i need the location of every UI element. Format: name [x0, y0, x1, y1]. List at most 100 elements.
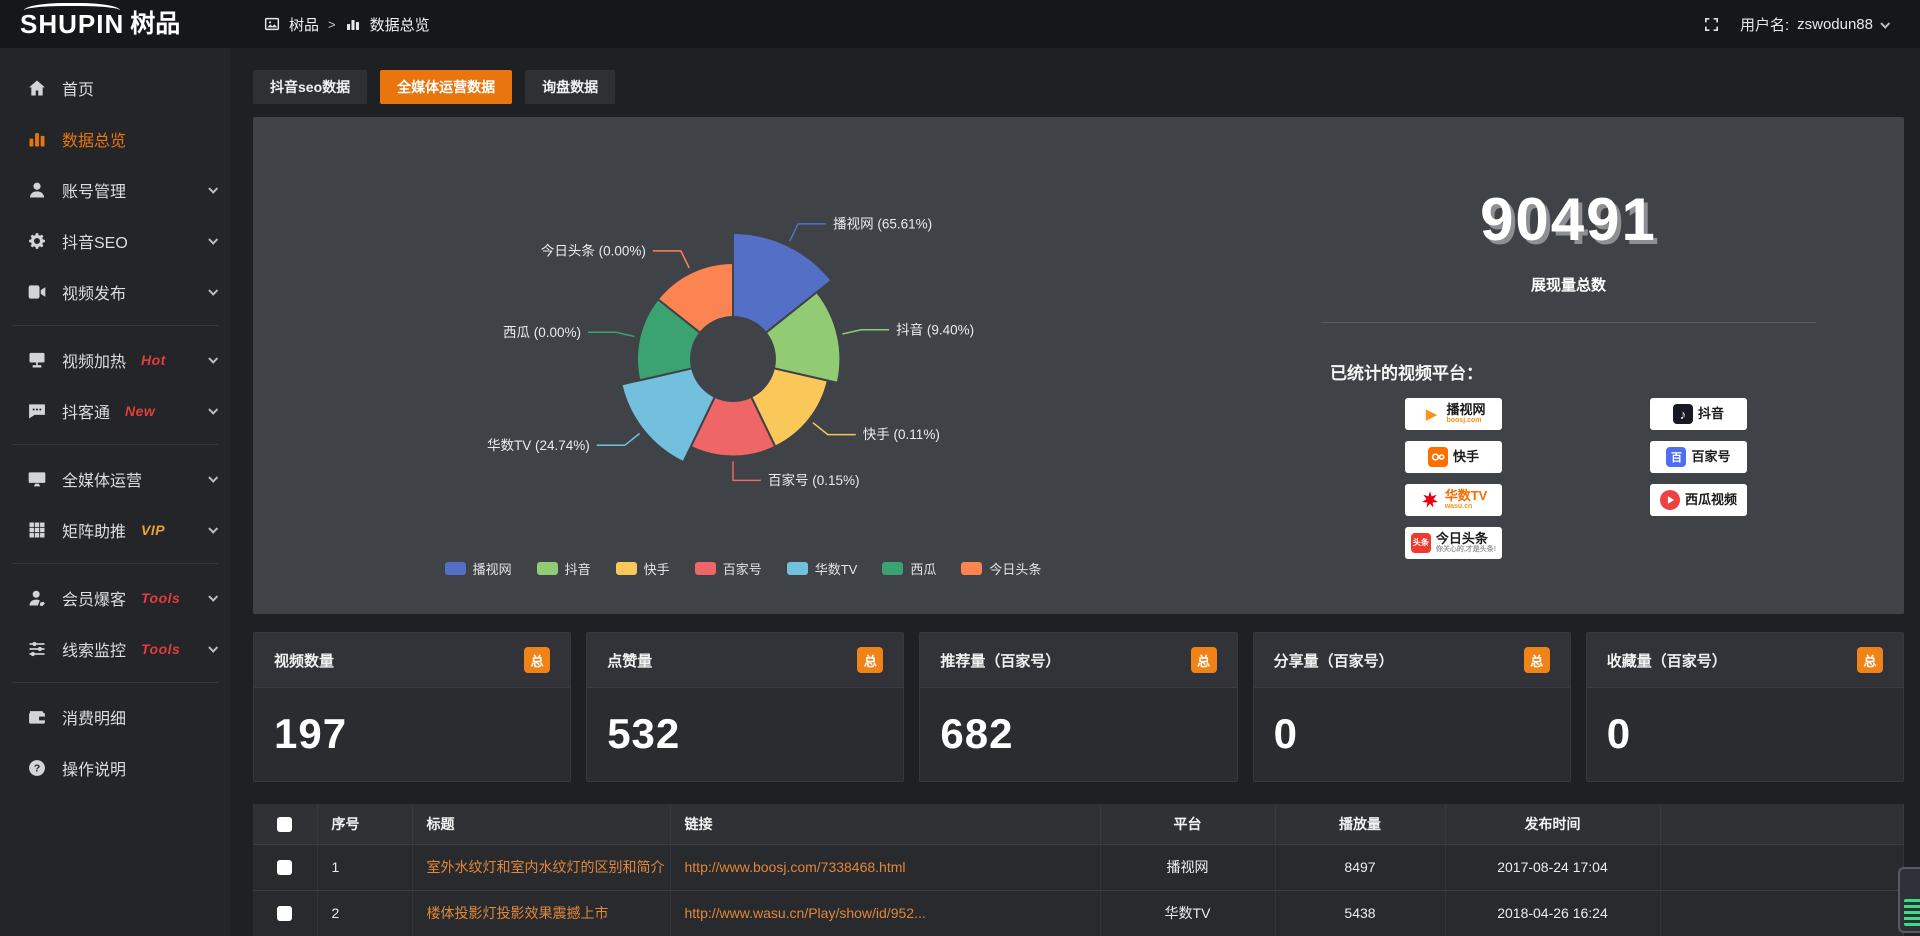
- breadcrumb-current[interactable]: 数据总览: [369, 16, 430, 34]
- cell-link[interactable]: http://www.boosj.com/7338468.html: [670, 844, 1101, 891]
- chat-icon: [27, 401, 47, 421]
- platform-badge-douyin: ♪ 抖音: [1650, 398, 1747, 430]
- sidebar-item-douyin-seo[interactable]: 抖音SEO: [0, 215, 230, 266]
- breadcrumb: 树品 > 数据总览: [264, 14, 430, 35]
- cell-title[interactable]: 室外水纹灯和室内水纹灯的区别和简介: [412, 844, 671, 891]
- pie-label-line: [812, 422, 856, 436]
- stat-card-header: 视频数量 总: [254, 633, 571, 688]
- platform-name: 西瓜视频: [1684, 492, 1737, 508]
- floating-widget[interactable]: [1898, 867, 1920, 933]
- sidebar-item-matrix[interactable]: 矩阵助推 VIP: [0, 504, 230, 555]
- boosj-logo-icon: ▶: [1421, 404, 1442, 424]
- pie-slice-0[interactable]: [732, 231, 833, 335]
- pie-slice-4[interactable]: [620, 367, 717, 464]
- sidebar-item-home[interactable]: 首页: [0, 62, 230, 113]
- pie-chart-area: 播视网 (65.61%) 抖音 (9.40%) 快手 (0.11%) 百家号 (0.1…: [253, 117, 1233, 614]
- legend-color-chip: [882, 562, 904, 575]
- tab-media-ops-data[interactable]: 全媒体运营数据: [380, 70, 513, 104]
- platform-subtext: 你关心的,才是头条!: [1435, 545, 1497, 553]
- sidebar-item-video-heat[interactable]: 视频加热 Hot: [0, 334, 230, 385]
- sidebar-item-douketong[interactable]: 抖客通 New: [0, 385, 230, 436]
- sidebar-item-data[interactable]: 数据总览: [0, 113, 230, 164]
- kuaishou-logo-icon: [1427, 447, 1448, 467]
- chevron-down-icon: [208, 404, 219, 415]
- stat-card-header: 推荐量（百家号） 总: [920, 633, 1237, 688]
- fullscreen-icon[interactable]: [1703, 16, 1720, 33]
- total-impressions-value: 90491: [1480, 186, 1657, 253]
- pie-slice-6[interactable]: [656, 261, 734, 335]
- stat-card-title: 推荐量（百家号）: [940, 652, 1061, 670]
- image-icon: [264, 16, 280, 32]
- chart-legend: 播视网 抖音 快手 百家号 华数TV 西瓜 今日头条: [253, 559, 1233, 578]
- gear-icon: [27, 231, 47, 251]
- legend-item-0[interactable]: 播视网: [444, 559, 512, 578]
- table-header-row: 序号 标题 链接 平台 播放量 发布时间: [253, 804, 1904, 845]
- stat-card-value: 0: [1273, 710, 1298, 757]
- grid-icon: [27, 520, 47, 540]
- summary-divider: [1321, 322, 1816, 323]
- row-checkbox-cell: [253, 844, 318, 891]
- legend-item-4[interactable]: 华数TV: [786, 559, 857, 578]
- sidebar: 首页 数据总览 账号管理 抖音SEO 视频发布视频加热 Hot 抖客通 New 全媒体运营 矩阵助…: [0, 48, 230, 936]
- row-checkbox[interactable]: [277, 906, 293, 922]
- total-badge[interactable]: 总: [524, 647, 551, 673]
- sidebar-item-clue[interactable]: 线索监控 Tools: [0, 623, 230, 674]
- breadcrumb-root[interactable]: 树品: [289, 16, 320, 34]
- summary-area: 90491 展现量总数 已统计的视频平台： ▶ 播视网 boosj.com 快手 华数T…: [1233, 117, 1904, 614]
- logo-text-en: SHUPIN: [20, 3, 125, 39]
- rose-pie-chart[interactable]: 播视网 (65.61%) 抖音 (9.40%) 快手 (0.11%) 百家号 (0.1…: [253, 131, 1233, 551]
- total-badge[interactable]: 总: [1190, 647, 1217, 673]
- legend-item-3[interactable]: 百家号: [694, 559, 762, 578]
- cell-plays: 5438: [1275, 890, 1446, 936]
- sidebar-item-tag: Tools: [141, 589, 181, 606]
- platform-badge-wasu: 华数TV wasu.cn: [1405, 484, 1502, 516]
- total-badge[interactable]: 总: [857, 647, 884, 673]
- platform-name: 抖音: [1697, 406, 1724, 422]
- user-menu[interactable]: 用户名: zswodun88: [1740, 14, 1891, 35]
- legend-label: 播视网: [472, 562, 512, 577]
- cell-link[interactable]: http://www.wasu.cn/Play/show/id/952...: [670, 890, 1101, 936]
- legend-item-5[interactable]: 西瓜: [882, 559, 936, 578]
- sidebar-item-label: 会员爆客: [62, 591, 127, 609]
- pie-label-line: [596, 432, 641, 447]
- legend-label: 西瓜: [910, 562, 937, 577]
- platform-name: 百家号: [1691, 449, 1731, 465]
- wallet-icon: [27, 707, 47, 727]
- sidebar-item-help[interactable]: ? 操作说明: [0, 742, 230, 793]
- pie-slice-label: 播视网 (65.61%): [833, 216, 932, 231]
- cell-spacer: [1660, 844, 1904, 891]
- column-header-1: 标题: [412, 804, 671, 845]
- select-all-checkbox[interactable]: [277, 817, 293, 833]
- legend-color-chip: [786, 562, 808, 575]
- platform-column-1: ♪ 抖音百百家号 西瓜视频: [1650, 398, 1747, 559]
- sidebar-item-expense[interactable]: 消费明细: [0, 691, 230, 742]
- xigua-logo-icon: [1659, 490, 1680, 510]
- sidebar-item-media-ops[interactable]: 全媒体运营: [0, 453, 230, 504]
- sidebar-item-video-pub[interactable]: 视频发布: [0, 266, 230, 317]
- tab-inquiry-data[interactable]: 询盘数据: [525, 70, 616, 104]
- wasu-logo-icon: [1419, 490, 1440, 510]
- legend-item-6[interactable]: 今日头条: [961, 559, 1041, 578]
- total-badge[interactable]: 总: [1523, 647, 1550, 673]
- sidebar-item-member[interactable]: 会员爆客 Tools: [0, 572, 230, 623]
- platform-badge-boosj: ▶ 播视网 boosj.com: [1405, 398, 1502, 430]
- monitor-icon: [27, 469, 47, 489]
- sidebar-item-account[interactable]: 账号管理: [0, 164, 230, 215]
- cell-title[interactable]: 楼体投影灯投影效果震撼上市: [412, 890, 671, 936]
- legend-item-2[interactable]: 快手: [615, 559, 670, 578]
- overview-panel: 播视网 (65.61%) 抖音 (9.40%) 快手 (0.11%) 百家号 (0.1…: [253, 117, 1904, 614]
- total-badge[interactable]: 总: [1857, 647, 1883, 673]
- chevron-down-icon: [208, 642, 219, 653]
- row-checkbox[interactable]: [277, 860, 293, 876]
- tab-douyin-seo-data[interactable]: 抖音seo数据: [253, 70, 368, 104]
- legend-item-1[interactable]: 抖音: [536, 559, 591, 578]
- topbar: SHUPIN 树品 树品 > 数据总览 用户名: zswodun88: [0, 0, 1920, 48]
- column-header-spacer: [1660, 804, 1904, 845]
- stat-card-header: 收藏量（百家号） 总: [1586, 633, 1903, 688]
- topbar-right: 用户名: zswodun88: [1703, 14, 1920, 35]
- cell-time: 2018-04-26 16:24: [1445, 890, 1661, 936]
- pie-label-line: [588, 331, 635, 338]
- pie-slice-1[interactable]: [764, 290, 842, 385]
- stat-cards: 视频数量总 197 点赞量总 532 推荐量（百家号）总 682 分享量（百家号）总 0 收藏量…: [253, 632, 1904, 782]
- platform-column-0: ▶ 播视网 boosj.com 快手 华数TV wasu.cn 头条 今日头条 你关心的,才是头…: [1405, 398, 1502, 559]
